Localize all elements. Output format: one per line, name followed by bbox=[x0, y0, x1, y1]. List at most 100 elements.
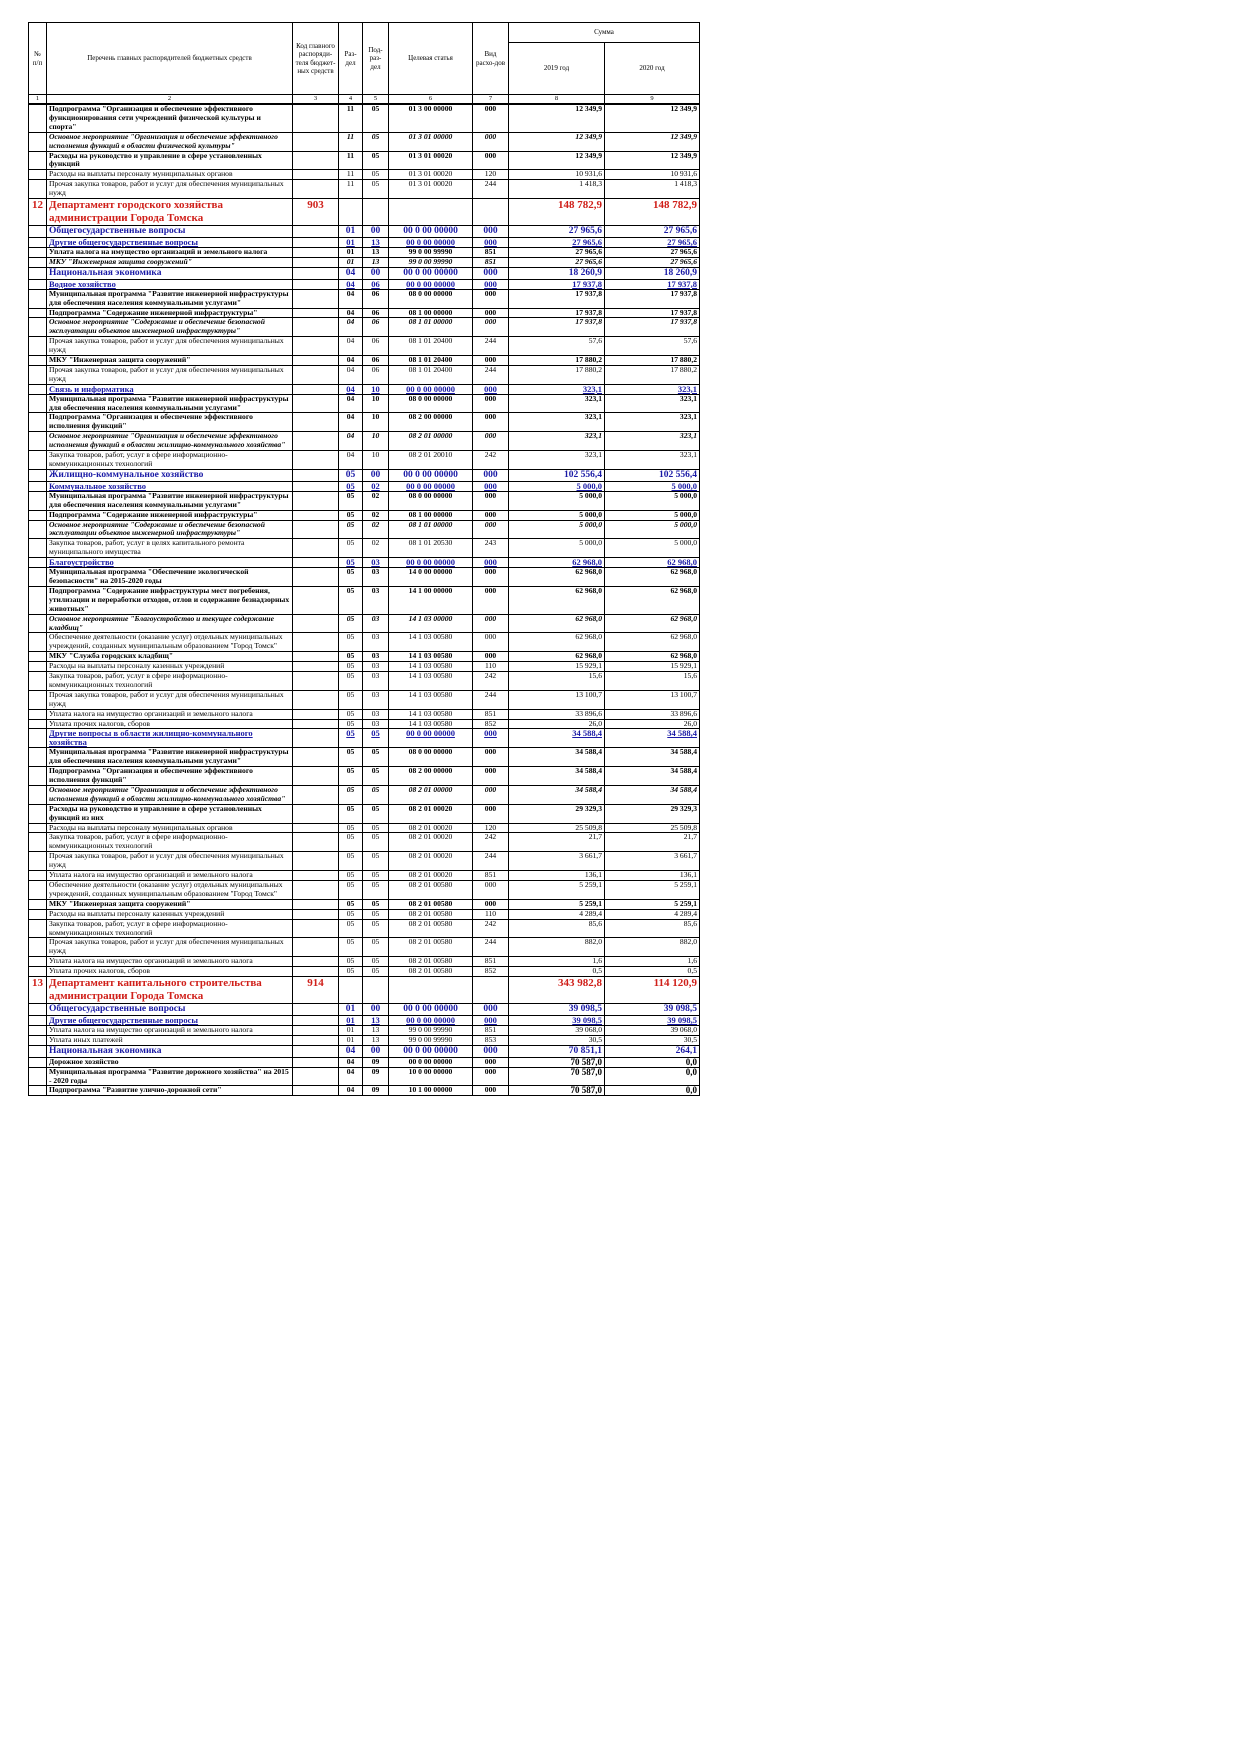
row-number bbox=[28, 519, 47, 540]
razdel: 01 bbox=[338, 256, 363, 268]
sum-2019: 27 965,6 bbox=[508, 246, 605, 258]
sum-2020: 17 880,2 bbox=[603, 355, 701, 366]
target-article: 08 2 00 00000 bbox=[388, 766, 473, 786]
razdel: 04 bbox=[338, 336, 363, 357]
expense-type: 000 bbox=[472, 288, 509, 309]
row-name: Подпрограмма "Развитие улично-дорожной с… bbox=[46, 1085, 293, 1097]
podrazdel: 02 bbox=[362, 480, 389, 492]
sum-2020: 15 929,1 bbox=[603, 661, 701, 673]
row-number bbox=[28, 364, 47, 385]
target-article: 08 2 01 00580 bbox=[388, 966, 473, 978]
row-name: Прочая закупка товаров, работ и услуг дл… bbox=[46, 689, 293, 710]
expense-type: 000 bbox=[472, 317, 509, 338]
podrazdel: 13 bbox=[362, 256, 389, 268]
row-name: Основное мероприятие "Организация и обес… bbox=[46, 431, 293, 452]
row-name: Уплата налога на имущество организаций и… bbox=[46, 246, 293, 258]
expense-type: 000 bbox=[472, 1085, 509, 1097]
sum-2020: 10 931,6 bbox=[603, 169, 701, 181]
sum-2020: 62 968,0 bbox=[603, 567, 701, 587]
podrazdel: 06 bbox=[362, 278, 389, 290]
row-name: Основное мероприятие "Организация и обес… bbox=[46, 784, 293, 805]
sum-2019: 323,1 bbox=[508, 393, 605, 414]
table-row: Уплата налога на имущество организаций и… bbox=[28, 708, 701, 720]
grbs-code bbox=[292, 480, 339, 492]
grbs-code bbox=[292, 832, 339, 853]
row-number bbox=[28, 480, 47, 492]
podrazdel: 13 bbox=[362, 246, 389, 258]
podrazdel: 13 bbox=[362, 1034, 389, 1046]
sum-2019: 0,5 bbox=[508, 966, 605, 978]
sum-2019: 5 000,0 bbox=[508, 480, 605, 492]
podrazdel: 10 bbox=[362, 393, 389, 414]
row-name: Дорожное хозяйство bbox=[46, 1056, 293, 1068]
target-article: 10 0 00 00000 bbox=[388, 1066, 473, 1087]
row-name: Уплата налога на имущество организаций и… bbox=[46, 956, 293, 968]
podrazdel: 05 bbox=[362, 169, 389, 181]
target-article: 08 2 01 00000 bbox=[388, 784, 473, 805]
target-article: 99 0 00 99990 bbox=[388, 1024, 473, 1036]
sum-2019: 136,1 bbox=[508, 870, 605, 881]
podrazdel: 03 bbox=[362, 689, 389, 710]
table-row: Основное мероприятие "Благоустройство и … bbox=[28, 613, 701, 634]
razdel: 05 bbox=[338, 966, 363, 978]
table-row: Подпрограмма "Организация и обеспечение … bbox=[28, 412, 701, 433]
sum-2020: 5 000,0 bbox=[603, 509, 701, 521]
grbs-code bbox=[292, 355, 339, 366]
row-name: Основное мероприятие "Содержание и обесп… bbox=[46, 317, 293, 338]
grbs-code bbox=[292, 966, 339, 978]
grbs-code bbox=[292, 383, 339, 395]
sum-2020: 264,1 bbox=[603, 1044, 701, 1058]
grbs-code bbox=[292, 898, 339, 910]
sum-2020: 17 937,8 bbox=[603, 317, 701, 338]
sum-2020: 39 068,0 bbox=[603, 1024, 701, 1036]
expense-type: 000 bbox=[472, 103, 509, 133]
sum-2020: 13 100,7 bbox=[603, 689, 701, 710]
row-name: Прочая закупка товаров, работ и услуг дл… bbox=[46, 937, 293, 958]
table-row: Уплата налога на имущество организаций и… bbox=[28, 1024, 701, 1036]
table-row: Прочая закупка товаров, работ и услуг дл… bbox=[28, 336, 701, 357]
grbs-code bbox=[292, 150, 339, 171]
target-article: 08 0 00 00000 bbox=[388, 490, 473, 511]
row-name: Закупка товаров, работ, услуг в сфере ин… bbox=[46, 671, 293, 691]
expense-type: 851 bbox=[472, 708, 509, 720]
razdel: 05 bbox=[338, 651, 363, 663]
row-number bbox=[28, 1085, 47, 1097]
row-name: Жилищно-коммунальное хозяйство bbox=[46, 468, 293, 482]
row-number bbox=[28, 822, 47, 834]
razdel: 01 bbox=[338, 1024, 363, 1036]
target-article: 00 0 00 00000 bbox=[388, 383, 473, 395]
razdel: 04 bbox=[338, 1044, 363, 1058]
podrazdel: 03 bbox=[362, 718, 389, 730]
table-row: Подпрограмма "Организация и обеспечение … bbox=[28, 103, 701, 133]
table-row: Обеспечение деятельности (оказание услуг… bbox=[28, 632, 701, 653]
grbs-code bbox=[292, 908, 339, 920]
sum-2019: 17 880,2 bbox=[508, 364, 605, 385]
grbs-code bbox=[292, 412, 339, 433]
sum-2020: 62 968,0 bbox=[603, 585, 701, 615]
podrazdel: 05 bbox=[362, 784, 389, 805]
sum-2019: 34 588,4 bbox=[508, 747, 605, 768]
expense-type: 000 bbox=[472, 784, 509, 805]
grbs-code bbox=[292, 557, 339, 569]
grbs-code bbox=[292, 179, 339, 200]
row-number bbox=[28, 237, 47, 248]
row-name: Уплата прочих налогов, сборов bbox=[46, 966, 293, 978]
row-name: Муниципальная программа "Развитие инжене… bbox=[46, 393, 293, 414]
sum-2020: 323,1 bbox=[603, 412, 701, 433]
podrazdel: 05 bbox=[362, 918, 389, 939]
grbs-code bbox=[292, 1056, 339, 1068]
sum-2020: 34 588,4 bbox=[603, 784, 701, 805]
target-article: 08 2 01 00020 bbox=[388, 851, 473, 872]
row-name: Обеспечение деятельности (оказание услуг… bbox=[46, 879, 293, 900]
expense-type: 244 bbox=[472, 179, 509, 200]
row-name: Закупка товаров, работ, услуг в целях ка… bbox=[46, 538, 293, 559]
expense-type: 000 bbox=[472, 383, 509, 395]
sum-2019: 57,6 bbox=[508, 336, 605, 357]
target-article: 14 1 03 00580 bbox=[388, 671, 473, 691]
table-row: Прочая закупка товаров, работ и услуг дл… bbox=[28, 179, 701, 200]
target-article: 00 0 00 00000 bbox=[388, 1003, 473, 1017]
target-article: 00 0 00 00000 bbox=[388, 1044, 473, 1058]
razdel: 05 bbox=[338, 803, 363, 824]
podrazdel: 06 bbox=[362, 336, 389, 357]
